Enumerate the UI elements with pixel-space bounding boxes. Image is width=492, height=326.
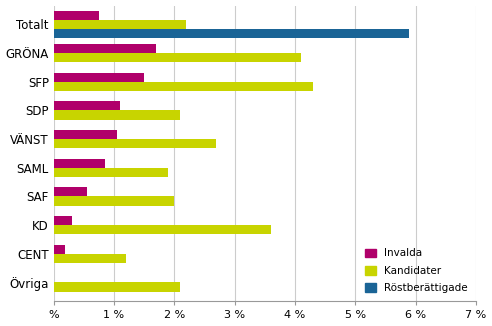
Bar: [54, 225, 271, 234]
Bar: [54, 111, 180, 120]
Bar: [54, 283, 180, 292]
Bar: [54, 11, 99, 20]
Bar: [54, 244, 64, 254]
Bar: [54, 187, 87, 197]
Bar: [54, 197, 174, 206]
Bar: [54, 82, 313, 91]
Bar: [54, 216, 72, 225]
Bar: [54, 101, 120, 111]
Bar: [54, 159, 105, 168]
Bar: [54, 53, 301, 62]
Legend: Invalda, Kandidater, Röstberättigade: Invalda, Kandidater, Röstberättigade: [362, 245, 471, 296]
Bar: [54, 44, 156, 53]
Bar: [54, 130, 117, 139]
Bar: [54, 20, 186, 29]
Bar: [54, 29, 409, 38]
Bar: [54, 73, 144, 82]
Bar: [54, 139, 216, 148]
Bar: [54, 254, 126, 263]
Bar: [54, 168, 168, 177]
